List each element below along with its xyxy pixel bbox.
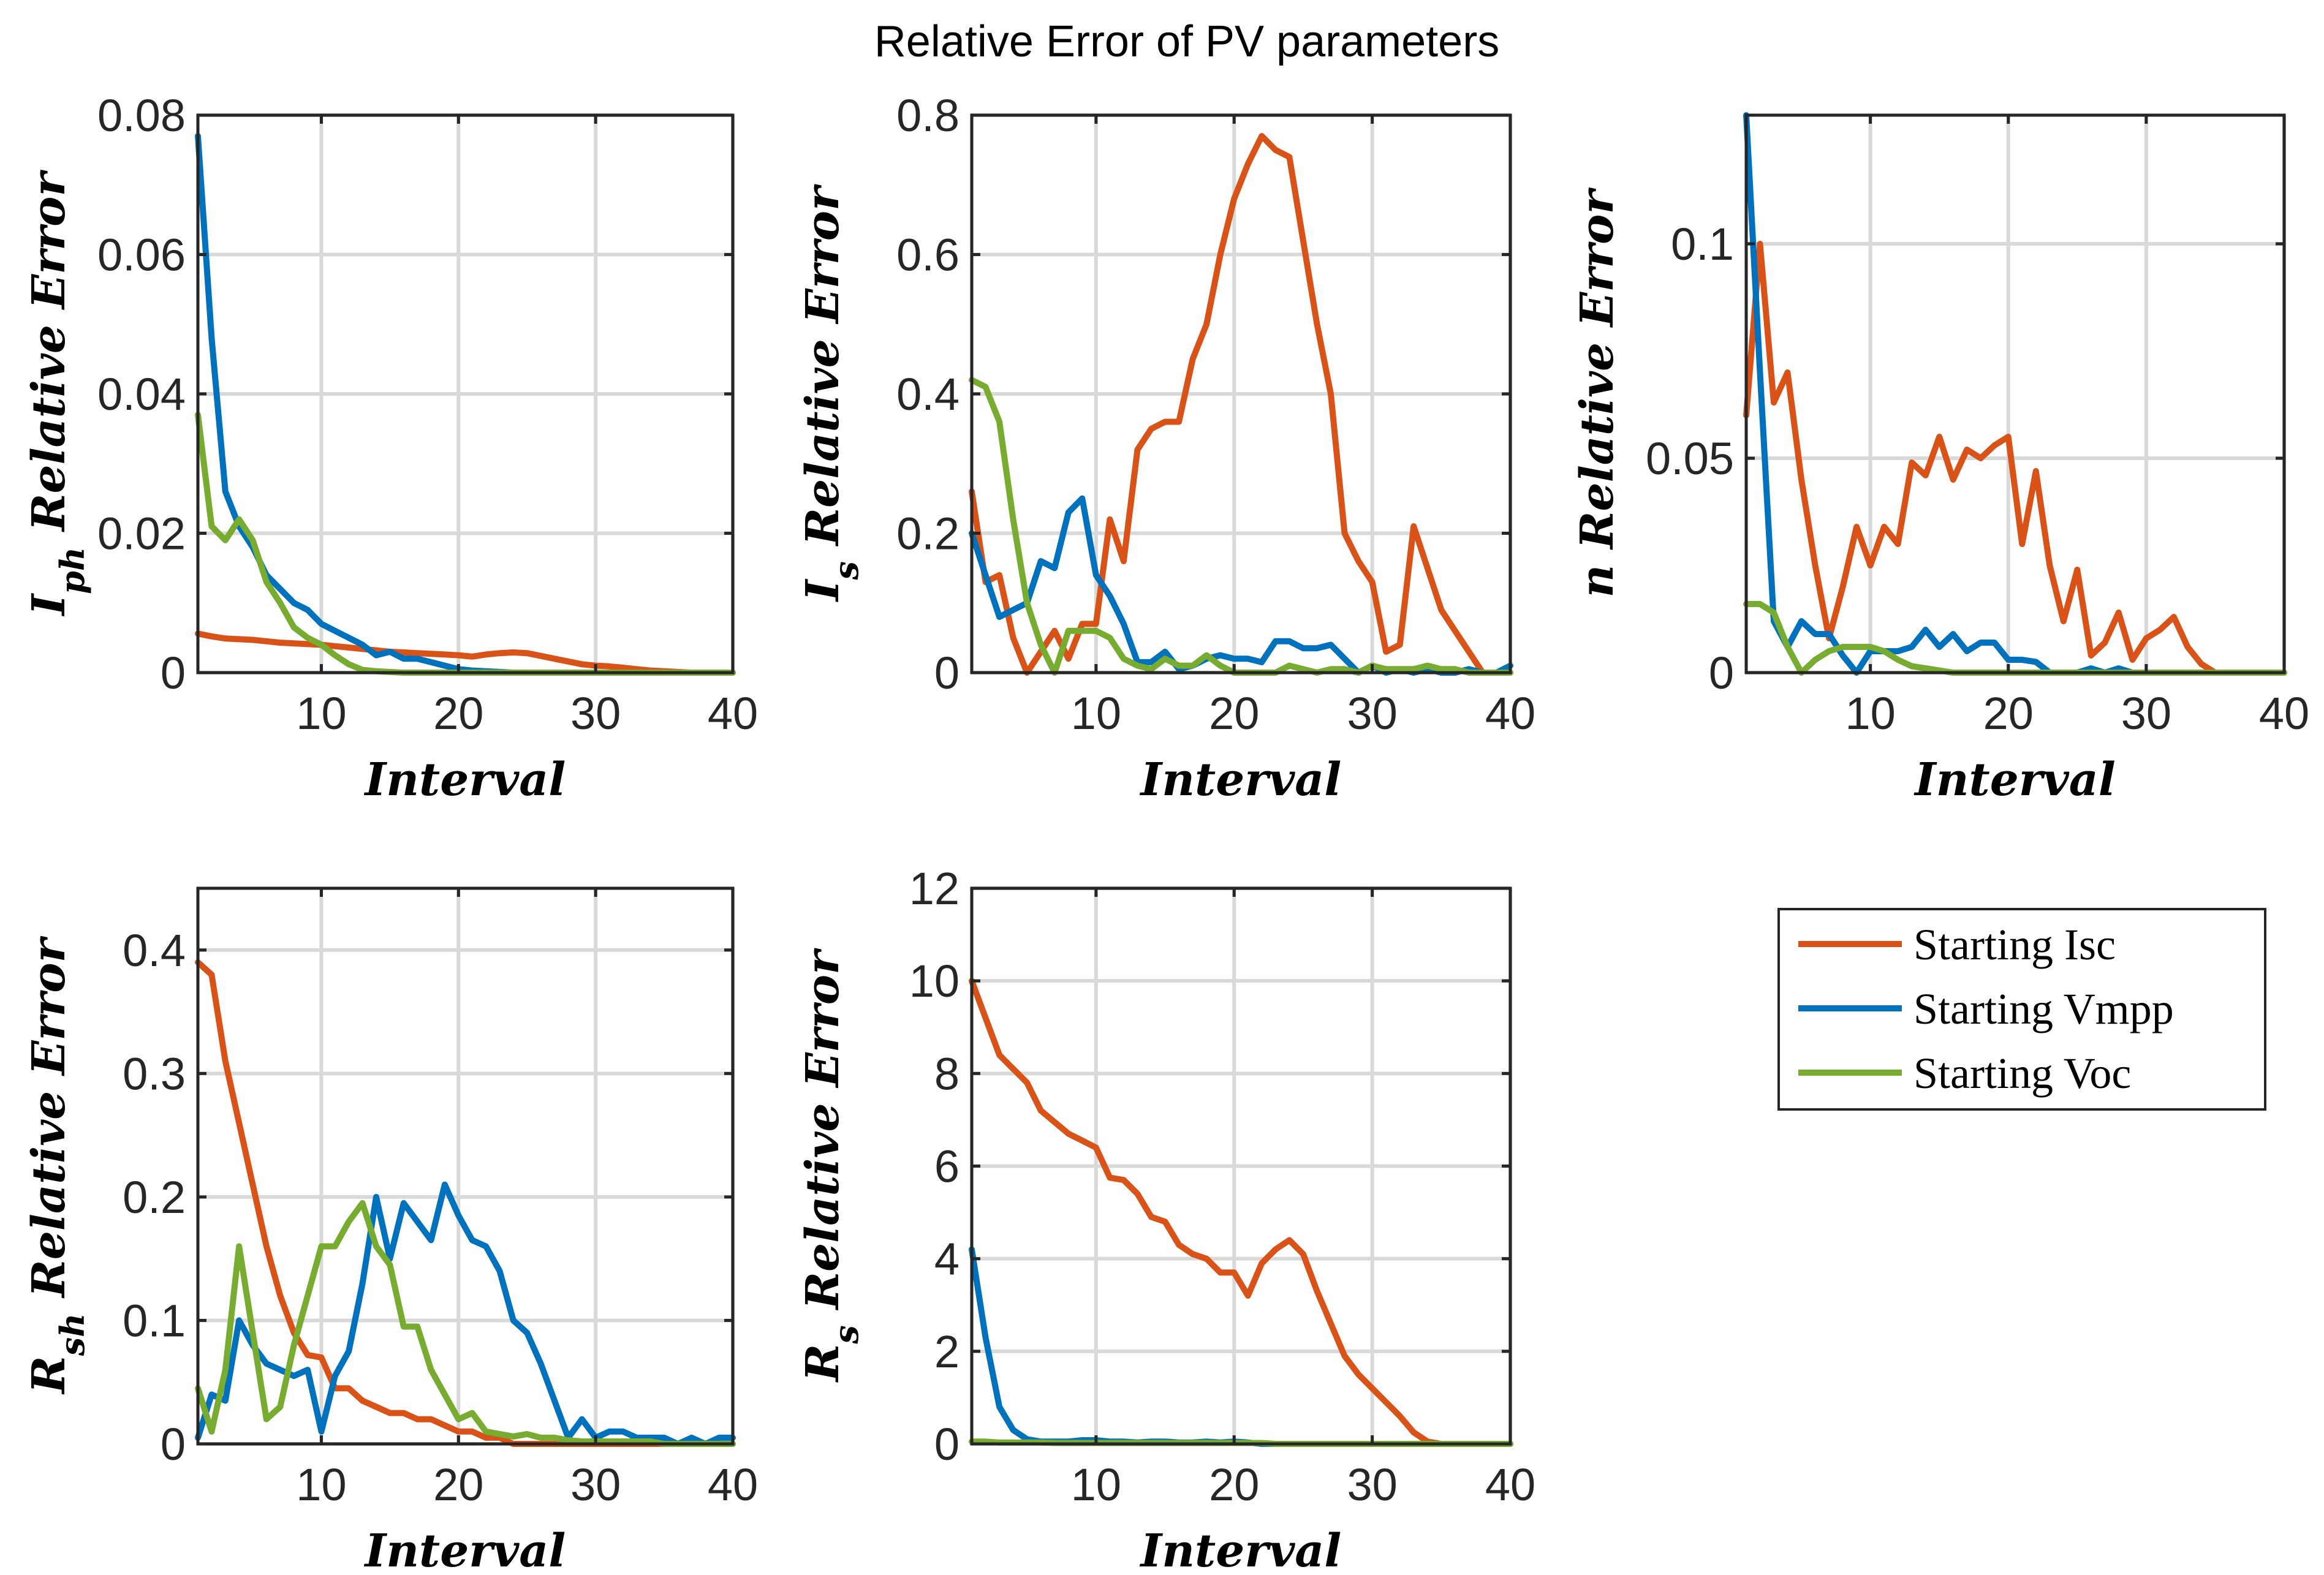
axes-frame [1744, 113, 2286, 674]
x-axis-label: Interval [364, 1525, 566, 1575]
y-tick-label: 2 [934, 1326, 960, 1377]
y-axis-label-rest: Relative Error [797, 184, 849, 561]
y-tick-label: 0 [934, 1419, 960, 1470]
y-axis-label-rest: Relative Error [23, 935, 75, 1313]
legend-label-starting-voc: Starting Voc [1913, 1049, 2131, 1098]
y-tick-label: 0.04 [97, 369, 186, 420]
x-tick-label: 10 [1071, 1459, 1121, 1510]
y-axis-label-main: R [797, 1344, 849, 1383]
x-tick-label: 30 [1347, 1459, 1397, 1510]
y-tick-label: 0.4 [896, 369, 960, 420]
y-axis-label-rest: Relative Error [1571, 187, 1624, 564]
panel-2: 10 20 30 40 0 0.2 0.4 0.6 0.8 Interval Is Relative… [797, 90, 1535, 806]
y-axis-label-subscript: s [827, 1325, 866, 1344]
x-tick-label: 40 [1485, 1459, 1535, 1510]
x-tick-label: 30 [570, 688, 621, 739]
panel-5: 10 20 30 40 0 2 4 6 8 10 12 Interval Rs Relative Err… [797, 863, 1535, 1575]
x-axis-label: Interval [1913, 754, 2116, 806]
y-axis-label-subscript: sh [53, 1313, 92, 1357]
x-tick-label: 40 [2259, 688, 2309, 739]
y-tick-label: 0.4 [123, 925, 186, 976]
y-tick-label: 8 [934, 1048, 960, 1099]
y-tick-label: 0 [161, 1419, 186, 1470]
series-line-starting-isc [1743, 241, 2287, 676]
y-tick-label: 0.1 [123, 1295, 186, 1346]
x-tick-label: 40 [1485, 688, 1535, 739]
y-axis-label-main: I [23, 592, 75, 616]
legend: Starting Isc Starting Vmpp Starting Voc [1777, 908, 2266, 1111]
plot-area [1746, 115, 2284, 673]
x-axis-label: Interval [1140, 1525, 1342, 1575]
y-tick-label: 0.2 [123, 1172, 186, 1223]
y-axis-label-rest: Relative Error [797, 948, 849, 1325]
x-axis-label: Interval [364, 754, 566, 806]
y-axis-label-main: I [797, 578, 849, 602]
y-axis-label: Iph Relative Error [23, 170, 92, 617]
y-tick-label: 0.08 [97, 90, 186, 141]
y-axis-label: Rs Relative Error [797, 948, 866, 1383]
y-tick-label: 12 [909, 863, 960, 914]
y-tick-label: 0.2 [896, 508, 960, 559]
x-tick-label: 20 [1983, 688, 2034, 739]
x-tick-label: 10 [1845, 688, 1895, 739]
x-tick-label: 10 [1071, 688, 1121, 739]
y-axis-label-main: R [23, 1356, 75, 1395]
y-tick-label: 0.6 [896, 230, 960, 281]
panel-4: 10 20 30 40 0 0.1 0.2 0.3 0.4 Interval Rsh Relativ… [23, 886, 758, 1575]
x-tick-label: 20 [1209, 1459, 1259, 1510]
y-tick-label: 0.8 [896, 90, 960, 141]
plot-area [198, 888, 733, 1444]
x-tick-label: 30 [2121, 688, 2171, 739]
y-tick-label: 0.1 [1671, 219, 1734, 270]
panel-1: 10 20 30 40 0 0.02 0.04 0.06 0.08 Interval Iph Rel… [23, 90, 758, 806]
y-axis-label: Rsh Relative Error [23, 935, 92, 1394]
figure-title: Relative Error of PV parameters [874, 17, 1499, 66]
y-tick-label: 0 [1709, 648, 1734, 698]
x-tick-label: 20 [433, 1459, 483, 1510]
x-tick-label: 20 [433, 688, 483, 739]
y-axis-label-main: n [1571, 565, 1624, 598]
x-tick-label: 30 [1347, 688, 1397, 739]
panel-3: 10 20 30 40 0 0.05 0.1 Interval n Relative Error [1571, 112, 2309, 806]
y-tick-label: 0.02 [97, 508, 186, 559]
x-tick-label: 40 [708, 1459, 758, 1510]
y-axis-label: Is Relative Error [797, 184, 866, 602]
x-axis-label: Interval [1140, 754, 1342, 806]
x-tick-label: 10 [296, 1459, 346, 1510]
y-tick-label: 0.3 [123, 1048, 186, 1099]
legend-label-starting-vmpp: Starting Vmpp [1913, 984, 2174, 1033]
series-line-starting-isc [969, 978, 1513, 1447]
x-tick-label: 20 [1209, 688, 1259, 739]
x-tick-label: 40 [708, 688, 758, 739]
legend-label-starting-isc: Starting Isc [1913, 920, 2116, 969]
y-tick-label: 6 [934, 1141, 960, 1192]
series-line-starting-vmpp [969, 495, 1513, 676]
series-line-starting-voc [195, 1200, 736, 1447]
y-tick-label: 0.05 [1646, 433, 1734, 484]
y-axis-label-rest: Relative Error [23, 170, 75, 547]
x-tick-label: 30 [570, 1459, 621, 1510]
axes-frame [196, 886, 735, 1446]
y-tick-label: 4 [934, 1234, 960, 1285]
y-tick-label: 0.06 [97, 230, 186, 281]
y-tick-label: 10 [909, 956, 960, 1007]
y-tick-label: 0 [161, 648, 186, 698]
y-tick-label: 0 [934, 648, 960, 698]
y-axis-label: n Relative Error [1571, 187, 1624, 597]
x-tick-label: 10 [296, 688, 346, 739]
y-axis-label-subscript: s [827, 561, 866, 580]
y-axis-label-subscript: ph [53, 547, 92, 594]
